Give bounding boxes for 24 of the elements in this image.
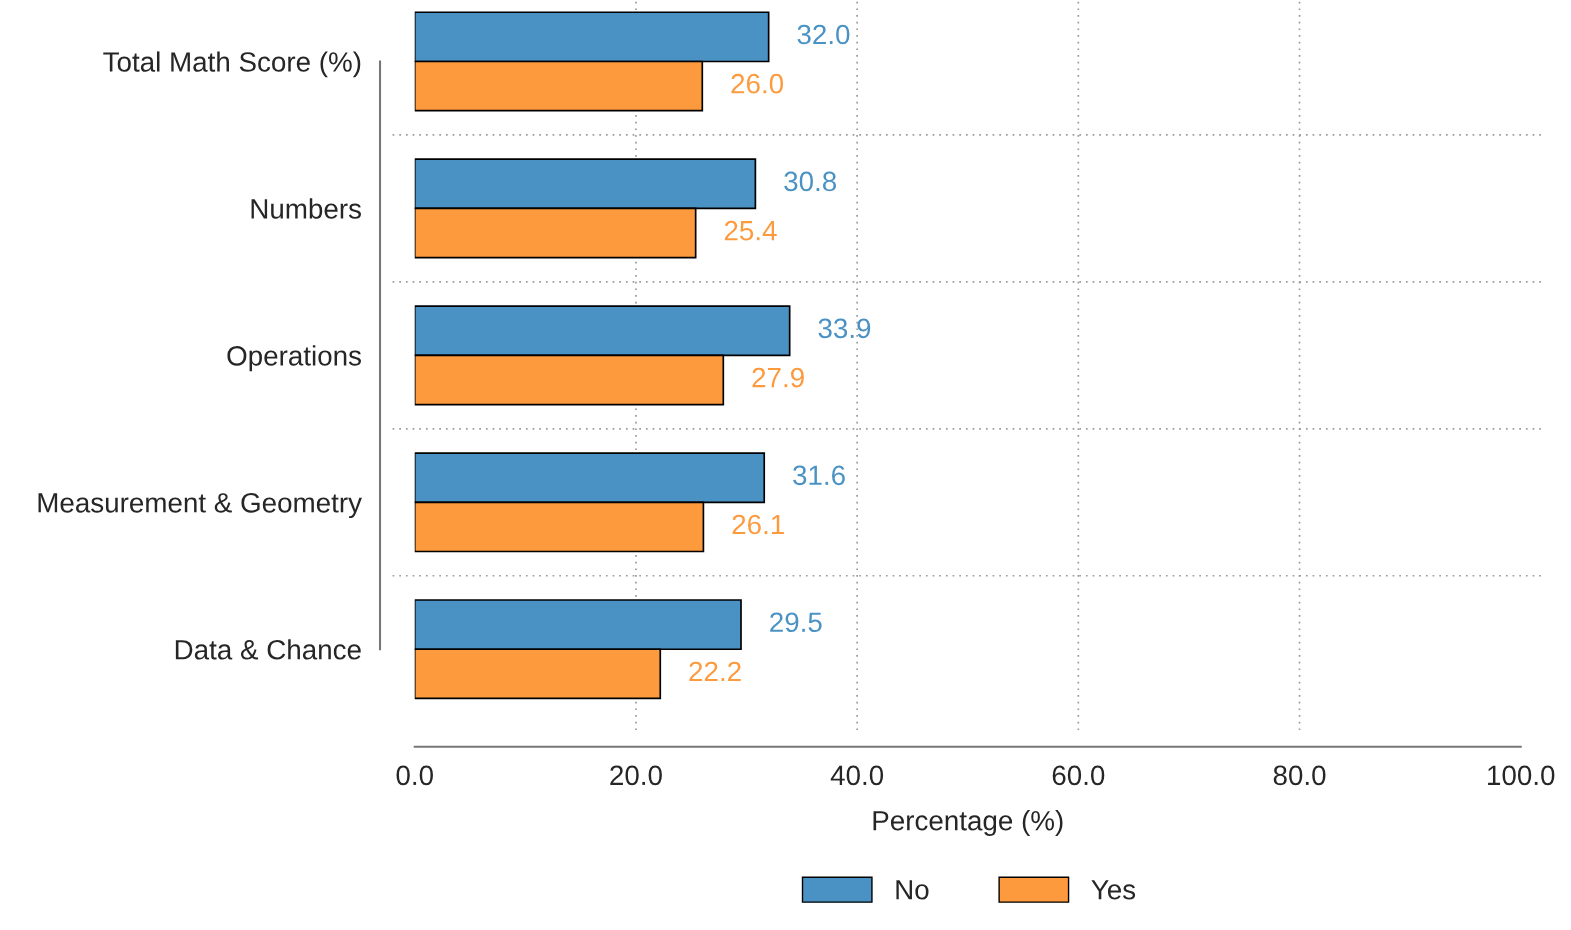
- legend-label: Yes: [1091, 880, 1136, 900]
- y-tick-label: Numbers: [251, 198, 361, 219]
- x-tick-label: 0.0: [396, 765, 433, 786]
- x-tick-label: 100.0: [1488, 765, 1555, 786]
- x-tick-label: 20.0: [610, 765, 662, 786]
- data-label: 22.2: [689, 661, 741, 682]
- x-tick-label: 80.0: [1273, 765, 1326, 786]
- legend-label: No: [896, 880, 929, 900]
- x-tick-label: 40.0: [830, 765, 884, 786]
- data-label: 32.0: [797, 24, 850, 45]
- data-label: 30.8: [784, 171, 837, 192]
- data-label: 33.9: [818, 318, 871, 339]
- y-tick-label: Data & Chance: [175, 639, 361, 660]
- data-label: 31.6: [793, 465, 845, 486]
- y-tick-label: Total Math Score (%): [103, 51, 361, 78]
- data-label: 29.5: [770, 612, 822, 633]
- y-tick-label: Measurement & Geometry: [38, 492, 362, 519]
- data-label: 25.4: [724, 220, 777, 241]
- x-axis-title: Percentage (%): [873, 810, 1063, 836]
- x-tick-label: 60.0: [1052, 765, 1105, 786]
- data-label: 26.0: [731, 73, 784, 94]
- y-tick-label: Operations: [227, 345, 361, 372]
- data-label: 27.9: [752, 367, 804, 388]
- data-label: 26.1: [732, 514, 784, 535]
